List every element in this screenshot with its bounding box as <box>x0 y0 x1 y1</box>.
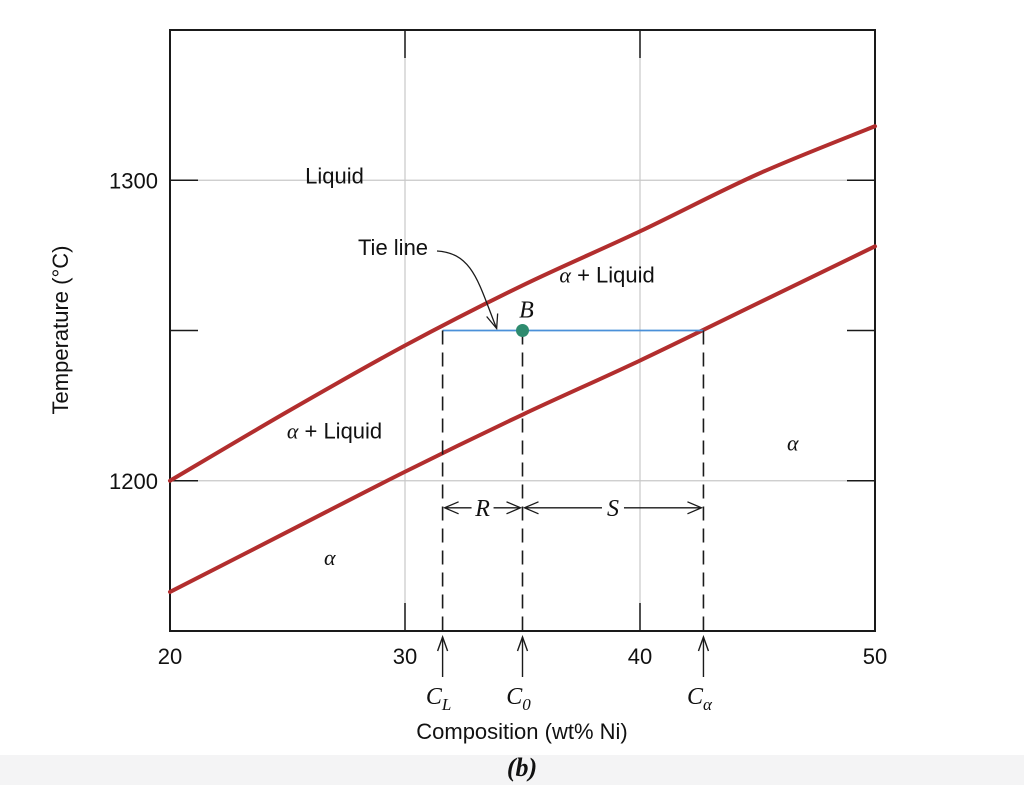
x-tick-label: 20 <box>158 644 182 669</box>
lines-layer <box>436 250 710 677</box>
figure-label: (b) <box>507 753 537 782</box>
composition-label: C0 <box>506 684 531 714</box>
lever-arrow-right-head <box>506 501 523 515</box>
curves-layer <box>168 124 877 594</box>
y-axis-label: Temperature (°C) <box>48 246 73 415</box>
x-tick-label: 30 <box>393 644 417 669</box>
composition-label: CL <box>426 684 451 714</box>
y-tick-label: 1300 <box>109 168 158 193</box>
tie-line-label: Tie line <box>358 235 428 260</box>
composition-arrow-head <box>516 634 529 652</box>
bottom-band <box>0 755 1024 785</box>
composition-arrow-head <box>697 634 710 652</box>
region-label: α <box>787 431 799 456</box>
region-label: Liquid <box>305 163 364 188</box>
lever-label: S <box>607 496 619 522</box>
x-tick-label: 40 <box>628 644 652 669</box>
liquidus-curve <box>168 124 877 483</box>
point-label: B <box>519 298 534 324</box>
x-tick-label: 50 <box>863 644 887 669</box>
y-tick-label: 1200 <box>109 469 158 494</box>
lever-arrow-right-head <box>687 501 704 515</box>
composition-label: Cα <box>687 684 713 714</box>
labels-layer: CL C0 Cα R S B Tie line Liquid α + Liquid α + Liq… <box>287 163 799 714</box>
composition-arrow-head <box>436 634 449 652</box>
lever-arrow-left-head <box>522 501 539 515</box>
ticks-layer: 20 30 40 50 1200 1300 <box>109 30 887 669</box>
region-label: α <box>324 545 336 570</box>
point-marker <box>516 324 529 337</box>
tie-line-pointer-head <box>486 313 499 331</box>
lever-arrow-left-head <box>442 501 459 515</box>
tie-line-pointer <box>436 250 498 329</box>
region-label: α + Liquid <box>559 262 654 287</box>
lever-label: R <box>474 496 490 522</box>
solidus-curve <box>168 244 877 594</box>
x-axis-label: Composition (wt% Ni) <box>416 719 628 744</box>
region-label: α + Liquid <box>287 419 382 444</box>
